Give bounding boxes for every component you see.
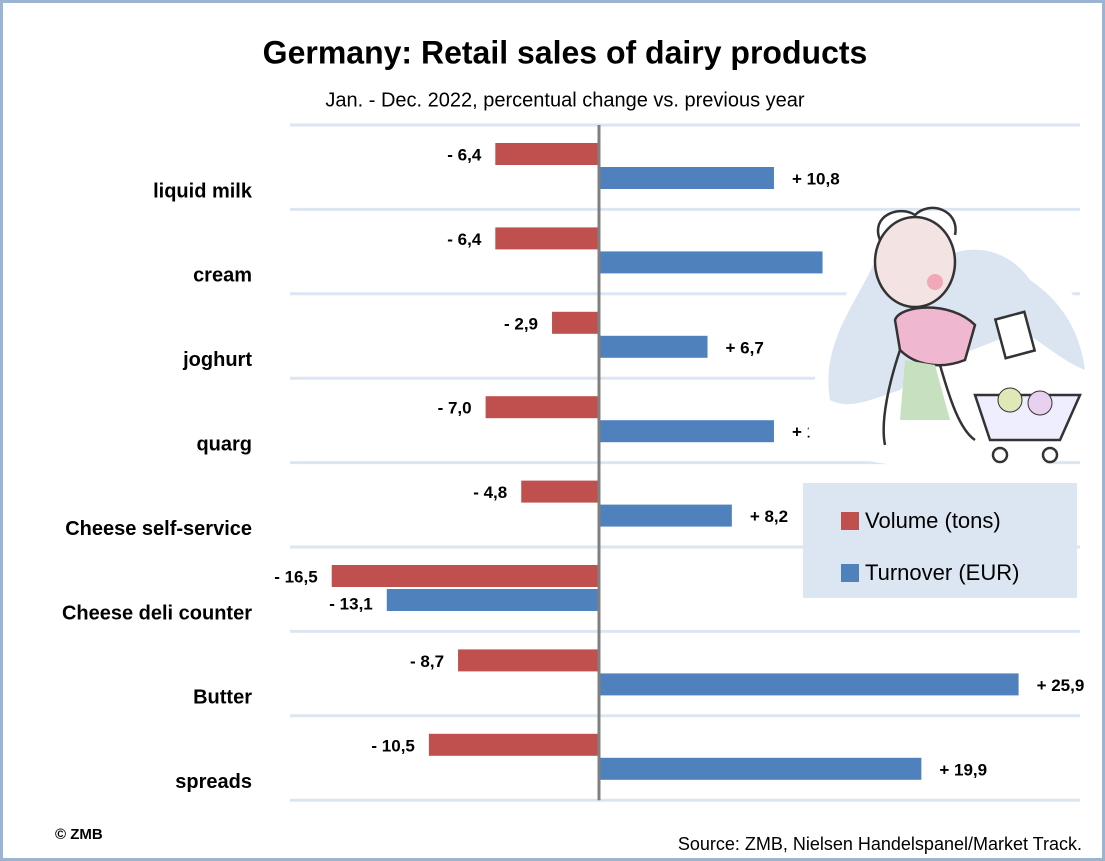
- legend-label: Turnover (EUR): [865, 560, 1019, 585]
- bar: [521, 481, 599, 503]
- bar: [495, 227, 599, 249]
- category-label: spreads: [175, 771, 252, 793]
- chart-title: Germany: Retail sales of dairy products: [263, 34, 868, 70]
- bar: [486, 396, 599, 418]
- value-label: - 7,0: [438, 399, 472, 418]
- legend-label: Volume (tons): [865, 508, 1001, 533]
- bar: [599, 758, 921, 780]
- bar: [495, 143, 599, 165]
- value-label: - 10,5: [371, 736, 414, 755]
- category-label: cream: [193, 265, 252, 287]
- value-label: + 10,8: [792, 169, 840, 188]
- bar: [599, 673, 1019, 695]
- value-label: - 6,4: [447, 230, 482, 249]
- value-label: - 4,8: [473, 483, 507, 502]
- bar: [599, 167, 774, 189]
- bar: [599, 336, 708, 358]
- value-label: - 16,5: [274, 567, 317, 586]
- bar: [332, 565, 599, 587]
- legend-swatch: [841, 512, 859, 530]
- value-label: - 13,1: [329, 594, 372, 613]
- category-label: Cheese self-service: [65, 518, 252, 540]
- value-label: + 8,2: [750, 507, 788, 526]
- value-label: + 19,9: [939, 760, 987, 779]
- bar: [599, 505, 732, 527]
- bar: [599, 420, 774, 442]
- bar: [599, 251, 823, 273]
- bar: [458, 649, 599, 671]
- category-label: joghurt: [182, 349, 252, 371]
- value-label: + 25,9: [1037, 676, 1085, 695]
- category-label: Cheese deli counter: [62, 602, 252, 624]
- category-label: quarg: [196, 433, 252, 455]
- bar: [429, 734, 599, 756]
- bar: [387, 589, 599, 611]
- value-label: - 2,9: [504, 314, 538, 333]
- category-label: liquid milk: [153, 180, 253, 202]
- category-label: Butter: [193, 687, 252, 709]
- footnote: © ZMB: [55, 826, 103, 843]
- chart: Germany: Retail sales of dairy products …: [0, 0, 1105, 861]
- bar: [552, 312, 599, 334]
- value-label: - 8,7: [410, 652, 444, 671]
- value-label: - 6,4: [447, 145, 482, 164]
- value-label: + 6,7: [726, 338, 764, 357]
- legend-swatch: [841, 564, 859, 582]
- chart-subtitle: Jan. - Dec. 2022, percentual change vs. …: [325, 89, 805, 111]
- source: Source: ZMB, Nielsen Handelspanel/Market…: [678, 834, 1082, 854]
